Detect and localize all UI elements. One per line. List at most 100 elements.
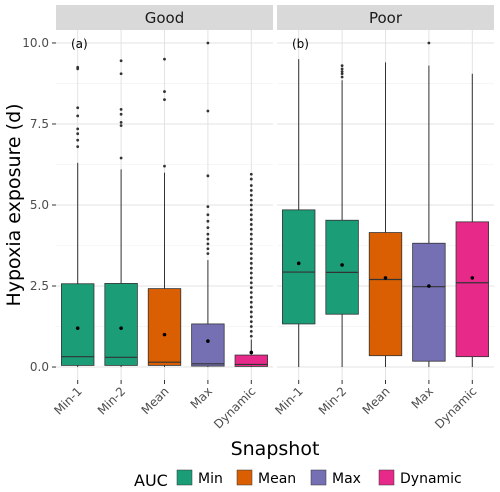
mean-point xyxy=(75,326,80,330)
outlier-point xyxy=(249,237,253,241)
box-poor-mean xyxy=(368,62,403,368)
mean-point xyxy=(340,263,344,267)
box-body xyxy=(368,232,403,357)
outlier-point xyxy=(76,67,80,71)
outlier-point xyxy=(206,213,210,217)
outlier-point xyxy=(340,70,344,73)
outlier-point xyxy=(119,156,123,160)
outlier-point xyxy=(206,247,210,251)
outlier-point xyxy=(76,127,80,131)
outlier-point xyxy=(427,41,431,45)
box-good-min-2 xyxy=(104,59,138,368)
outlier-point xyxy=(249,227,253,231)
legend: AUC Min Mean Max Dynamic xyxy=(134,469,462,490)
outlier-point xyxy=(119,120,123,124)
outlier-point xyxy=(206,109,210,113)
outlier-point xyxy=(76,114,80,118)
outlier-point xyxy=(206,219,210,223)
box-body xyxy=(191,323,225,367)
legend-key-mean xyxy=(236,469,253,486)
legend-label-max: Max xyxy=(332,471,361,487)
outlier-point xyxy=(249,325,253,328)
panel-poor-tag: (b) xyxy=(292,37,309,51)
box-body xyxy=(282,209,316,325)
strip-good-label: Good xyxy=(145,9,185,27)
outlier-point xyxy=(249,232,253,236)
outlier-point xyxy=(119,59,123,63)
outlier-point xyxy=(249,193,253,197)
outlier-point xyxy=(76,138,80,142)
outlier-point xyxy=(76,106,80,110)
outlier-point xyxy=(249,291,253,294)
outlier-point xyxy=(249,247,253,251)
mean-point xyxy=(249,350,254,355)
strip-poor-label: Poor xyxy=(369,9,403,27)
y-tick-label: 7.5 xyxy=(30,117,49,131)
outlier-point xyxy=(249,257,253,260)
mean-point xyxy=(383,276,388,280)
legend-label-mean: Mean xyxy=(258,471,296,487)
y-axis-title: Hypoxia exposure (d) xyxy=(3,103,25,306)
outlier-point xyxy=(249,172,253,176)
legend-label-min: Min xyxy=(198,471,223,487)
outlier-point xyxy=(249,261,253,265)
box-body xyxy=(234,354,268,367)
legend-title: AUC xyxy=(134,471,168,490)
box-poor-min-1 xyxy=(282,59,316,368)
outlier-point xyxy=(249,281,253,285)
outlier-point xyxy=(249,223,253,226)
outlier-point xyxy=(163,57,166,61)
outlier-point xyxy=(249,177,253,181)
box-body xyxy=(325,219,359,315)
outlier-point xyxy=(340,64,344,68)
y-tick-label: 10.0 xyxy=(22,36,49,50)
outlier-point xyxy=(249,271,253,275)
outlier-point xyxy=(249,300,253,304)
outlier-point xyxy=(249,286,253,290)
outlier-point xyxy=(249,334,253,338)
box-poor-max xyxy=(412,41,446,368)
outlier-point xyxy=(249,266,253,270)
outlier-point xyxy=(249,184,253,187)
box-good-mean xyxy=(147,57,182,368)
outlier-point xyxy=(249,208,253,212)
x-axis-title: Snapshot xyxy=(231,438,320,460)
outlier-point xyxy=(206,226,210,230)
box-body xyxy=(104,283,138,366)
box-body xyxy=(147,288,182,366)
outlier-point xyxy=(249,242,253,246)
outlier-point xyxy=(249,320,253,324)
strip-poor-background xyxy=(277,5,494,30)
mean-point xyxy=(470,276,475,280)
outlier-point xyxy=(163,90,166,93)
strip-good-background xyxy=(56,5,273,30)
outlier-point xyxy=(119,107,123,111)
legend-key-min xyxy=(176,469,193,486)
outlier-point xyxy=(206,205,210,209)
box-body xyxy=(412,242,446,362)
outlier-point xyxy=(163,164,166,168)
legend-key-dynamic xyxy=(378,469,395,486)
panel-good-tag: (a) xyxy=(71,37,88,51)
outlier-point xyxy=(119,112,123,116)
outlier-point xyxy=(249,189,253,192)
outlier-point xyxy=(119,124,123,128)
outlier-point xyxy=(119,72,123,76)
outlier-point xyxy=(249,315,253,319)
mean-point xyxy=(206,339,210,343)
boxes-layer xyxy=(61,41,489,368)
outlier-point xyxy=(249,213,253,217)
outlier-point xyxy=(163,98,166,102)
y-tick-label: 0.0 xyxy=(30,360,49,374)
box-good-min-1 xyxy=(61,65,95,368)
outlier-point xyxy=(206,232,210,236)
outlier-point xyxy=(249,198,253,202)
outlier-point xyxy=(206,41,210,45)
mean-point xyxy=(119,326,123,330)
outlier-point xyxy=(340,75,344,79)
outlier-point xyxy=(249,329,253,333)
box-good-max xyxy=(191,41,225,368)
y-tick-label: 2.5 xyxy=(30,279,49,293)
mean-point xyxy=(427,284,431,288)
